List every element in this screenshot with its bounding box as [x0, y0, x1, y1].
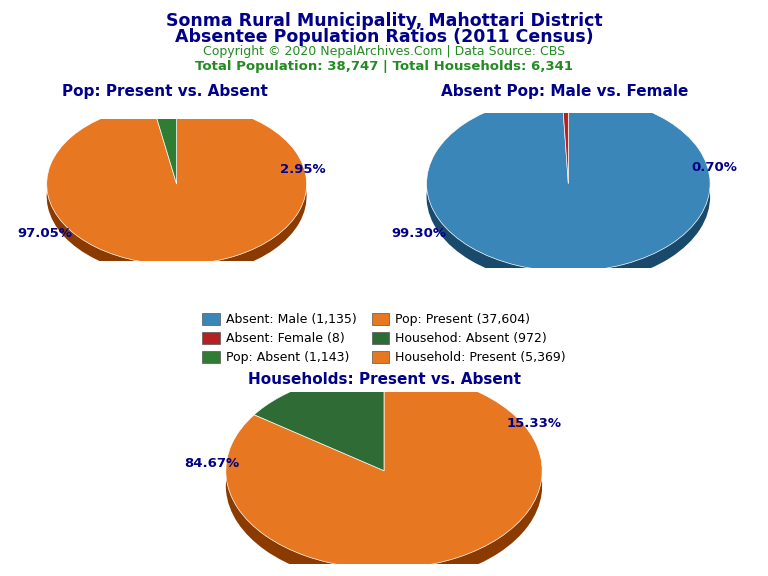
Wedge shape [47, 116, 306, 276]
Wedge shape [47, 104, 306, 264]
Text: Total Population: 38,747 | Total Households: 6,341: Total Population: 38,747 | Total Househo… [195, 60, 573, 73]
Legend: Absent: Male (1,135), Absent: Female (8), Pop: Absent (1,143), Pop: Present (37,: Absent: Male (1,135), Absent: Female (8)… [197, 308, 571, 369]
Text: Sonma Rural Municipality, Mahottari District: Sonma Rural Municipality, Mahottari Dist… [166, 12, 602, 29]
Wedge shape [226, 388, 542, 576]
Wedge shape [226, 373, 542, 569]
Wedge shape [254, 388, 384, 486]
Wedge shape [562, 96, 568, 184]
Text: Absent Pop: Male vs. Female: Absent Pop: Male vs. Female [441, 84, 688, 98]
Wedge shape [562, 109, 568, 196]
Text: Pop: Present vs. Absent: Pop: Present vs. Absent [62, 84, 268, 98]
Wedge shape [153, 104, 177, 184]
Text: 99.30%: 99.30% [392, 227, 447, 240]
Text: 97.05%: 97.05% [17, 227, 71, 240]
Text: 84.67%: 84.67% [184, 457, 240, 470]
Wedge shape [153, 116, 177, 196]
Wedge shape [426, 109, 710, 285]
Text: 2.95%: 2.95% [280, 164, 326, 176]
Wedge shape [426, 96, 710, 271]
Text: 15.33%: 15.33% [507, 417, 562, 430]
Text: Absentee Population Ratios (2011 Census): Absentee Population Ratios (2011 Census) [174, 28, 594, 46]
Text: 0.70%: 0.70% [691, 161, 737, 173]
Text: Copyright © 2020 NepalArchives.Com | Data Source: CBS: Copyright © 2020 NepalArchives.Com | Dat… [203, 45, 565, 58]
Text: Households: Present vs. Absent: Households: Present vs. Absent [247, 372, 521, 386]
Wedge shape [254, 373, 384, 471]
